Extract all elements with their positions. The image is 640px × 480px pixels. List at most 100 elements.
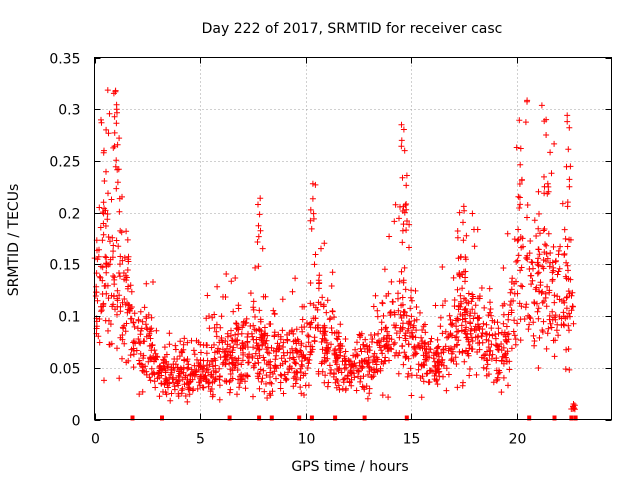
- data-point: [250, 362, 257, 369]
- data-point: [353, 387, 360, 394]
- data-point: [211, 341, 217, 348]
- data-point: [328, 366, 335, 373]
- x-axis-title: GPS time / hours: [291, 459, 408, 475]
- data-point: [177, 365, 184, 372]
- data-point: [409, 334, 416, 340]
- data-point: [436, 373, 443, 380]
- data-point: [380, 312, 387, 319]
- data-point: [377, 365, 384, 372]
- data-point: [206, 361, 213, 368]
- data-point: [427, 338, 434, 345]
- data-point: [165, 384, 171, 391]
- data-point: [240, 351, 247, 358]
- data-point: [177, 338, 184, 345]
- data-point: [113, 237, 120, 244]
- data-point: [151, 378, 158, 385]
- data-point: [388, 346, 395, 353]
- data-point: [98, 119, 105, 126]
- data-point: [117, 227, 124, 234]
- data-point: [158, 380, 165, 387]
- data-point: [103, 269, 110, 276]
- data-point: [290, 383, 297, 390]
- data-point: [471, 326, 478, 333]
- data-point: [151, 358, 157, 365]
- data-point: [102, 282, 109, 289]
- data-point: [519, 283, 526, 290]
- data-point: [107, 256, 114, 263]
- data-point: [94, 256, 101, 263]
- data-point: [435, 343, 442, 350]
- data-point: [517, 337, 524, 344]
- data-point: [142, 363, 149, 370]
- data-point: [332, 346, 339, 353]
- data-point: [151, 347, 158, 354]
- data-point: [564, 313, 571, 320]
- data-point: [182, 372, 189, 379]
- data-point: [296, 353, 302, 360]
- data-point: [230, 308, 237, 315]
- data-point: [263, 372, 270, 379]
- data-point: [395, 370, 402, 377]
- data-point: [566, 366, 573, 373]
- data-point: [484, 331, 490, 338]
- data-point: [530, 319, 537, 326]
- data-point: [186, 385, 193, 392]
- data-point: [366, 390, 373, 397]
- data-point: [453, 361, 460, 367]
- data-point: [563, 294, 570, 301]
- data-point: [195, 360, 202, 367]
- data-point: [254, 239, 261, 245]
- data-point: [261, 332, 268, 339]
- data-point: [527, 238, 534, 244]
- data-point: [266, 350, 273, 357]
- data-point: [298, 340, 305, 347]
- data-point: [396, 350, 403, 356]
- data-point: [365, 363, 372, 370]
- data-point: [508, 345, 515, 352]
- data-point: [555, 268, 562, 275]
- data-point: [460, 219, 466, 226]
- data-point: [255, 233, 262, 240]
- data-point: [463, 324, 470, 331]
- data-point: [272, 356, 279, 363]
- data-point: [544, 180, 551, 187]
- zero-marker: [130, 415, 135, 421]
- data-point: [136, 357, 143, 364]
- data-point: [286, 330, 293, 336]
- plot-frame: [94, 57, 612, 420]
- data-point: [565, 322, 572, 329]
- data-point: [564, 243, 571, 250]
- data-point: [438, 350, 445, 356]
- data-point: [119, 193, 125, 200]
- data-point: [130, 319, 137, 326]
- data-point: [292, 360, 299, 367]
- data-point: [105, 234, 112, 240]
- data-point: [516, 205, 523, 211]
- data-point: [130, 364, 137, 371]
- zero-marker: [257, 415, 262, 421]
- data-point: [535, 269, 542, 276]
- data-point: [479, 330, 486, 336]
- data-point: [172, 346, 179, 353]
- data-point: [536, 251, 543, 258]
- data-point: [418, 394, 425, 401]
- data-point: [207, 388, 214, 395]
- data-point: [334, 366, 341, 373]
- data-point: [380, 360, 387, 367]
- data-point: [146, 374, 153, 381]
- data-point: [324, 383, 331, 390]
- data-point: [283, 377, 289, 384]
- data-point: [138, 325, 145, 332]
- data-point: [408, 392, 415, 399]
- data-point: [96, 339, 103, 346]
- data-point: [467, 327, 474, 334]
- data-point: [168, 390, 175, 397]
- data-point: [291, 356, 297, 363]
- data-point: [533, 284, 540, 291]
- data-point: [103, 254, 110, 261]
- data-point: [297, 384, 304, 391]
- data-point: [289, 288, 296, 295]
- data-point: [542, 290, 549, 297]
- data-point: [106, 317, 112, 324]
- data-point: [391, 339, 398, 346]
